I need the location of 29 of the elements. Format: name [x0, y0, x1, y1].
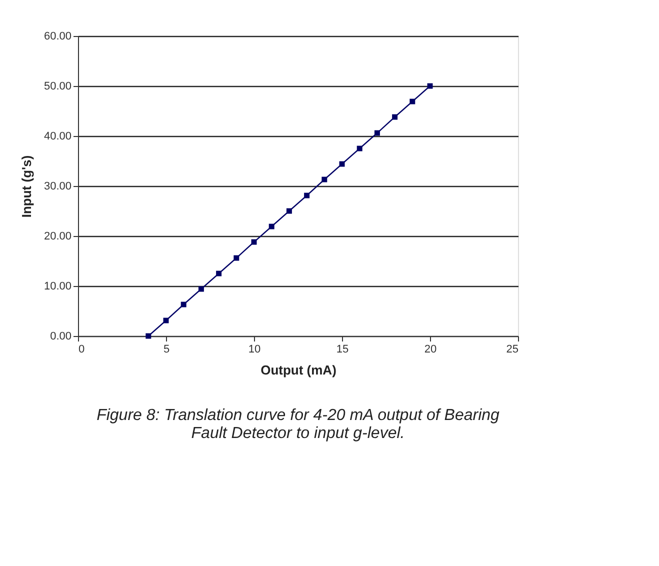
- y-axis-title: Input (g's): [18, 155, 34, 218]
- x-tick-label: 20: [424, 344, 437, 356]
- point: [392, 114, 398, 120]
- point: [356, 146, 362, 152]
- x-tick-label: 5: [163, 344, 170, 356]
- point: [198, 286, 204, 292]
- x-axis-title: Output (mA): [260, 362, 336, 378]
- point: [216, 270, 222, 276]
- point: [410, 98, 416, 104]
- point: [180, 302, 186, 308]
- x-tick-label: 25: [506, 344, 518, 356]
- y-tick-label: 10.00: [44, 280, 72, 292]
- point: [286, 208, 292, 214]
- x-tick-label: 15: [336, 344, 349, 356]
- point: [304, 192, 310, 198]
- y-tick-label: 60.00: [44, 30, 72, 42]
- point: [322, 176, 328, 182]
- x-tick-label: 0: [78, 344, 85, 356]
- point: [268, 224, 274, 230]
- y-tick-label: 20.00: [44, 230, 72, 242]
- x-tick-label: 10: [248, 344, 261, 356]
- caption: Figure 8: Translation curve for 4-20 mA output of Bearing Fault Detector to input g-level.: [96, 407, 500, 442]
- point: [374, 130, 380, 136]
- y-tick-label: 50.00: [44, 80, 72, 92]
- point: [146, 333, 152, 339]
- y-tick-label: 0.00: [50, 330, 72, 342]
- point: [234, 255, 240, 261]
- y-tick-label: 40.00: [44, 130, 72, 142]
- y-tick-label: 30.00: [44, 180, 72, 192]
